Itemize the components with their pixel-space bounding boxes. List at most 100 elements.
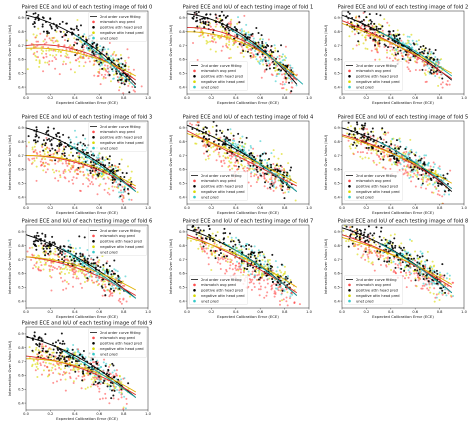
data-point	[233, 135, 235, 137]
data-point	[73, 258, 75, 260]
data-point	[35, 126, 37, 128]
data-point	[284, 83, 286, 85]
data-point	[112, 276, 114, 278]
data-point	[216, 125, 218, 127]
data-point	[51, 236, 53, 238]
data-point	[271, 55, 273, 57]
data-point	[274, 44, 276, 46]
data-point	[258, 279, 260, 281]
data-point	[32, 23, 34, 25]
data-point	[424, 50, 426, 52]
data-point	[273, 283, 275, 285]
data-point	[372, 160, 374, 162]
data-point	[64, 253, 66, 255]
data-point	[288, 187, 290, 189]
data-point	[112, 182, 114, 184]
data-point	[62, 163, 64, 165]
data-point	[217, 36, 219, 38]
data-point	[237, 168, 239, 170]
data-point	[218, 259, 220, 261]
data-point	[283, 298, 285, 300]
data-point	[271, 284, 273, 286]
legend-label: unet pred	[201, 195, 219, 199]
data-point	[434, 75, 436, 77]
data-point	[263, 297, 265, 299]
data-point	[95, 276, 97, 278]
data-point	[431, 191, 433, 193]
data-point	[437, 193, 439, 195]
data-point	[51, 40, 53, 42]
data-point	[118, 276, 120, 278]
data-point	[49, 245, 51, 247]
data-point	[90, 274, 92, 276]
data-point	[49, 18, 51, 20]
data-point	[223, 256, 225, 258]
data-point	[392, 49, 394, 51]
data-point	[76, 19, 78, 21]
data-point	[245, 245, 247, 247]
data-point	[128, 91, 130, 93]
x-tick-label: 1.0	[306, 310, 312, 314]
data-point	[56, 152, 58, 154]
data-point	[259, 155, 261, 157]
data-point	[121, 199, 123, 201]
chart-panel-fold-2: Paired ECE and IoU of each testing image…	[318, 2, 470, 106]
data-point	[441, 195, 443, 197]
data-point	[28, 141, 30, 143]
data-point	[203, 246, 205, 248]
data-point	[218, 254, 220, 256]
data-point	[244, 50, 246, 52]
data-point	[101, 68, 103, 70]
data-point	[378, 40, 380, 42]
data-point	[276, 73, 278, 75]
data-point	[408, 177, 410, 179]
data-point	[371, 21, 373, 23]
data-point	[125, 62, 127, 64]
data-point	[99, 68, 101, 70]
data-point	[438, 190, 440, 192]
data-point	[79, 159, 81, 161]
data-point	[372, 147, 374, 149]
x-axis-label: Expected Calibration Error (ECE)	[372, 210, 434, 215]
data-point	[66, 22, 68, 24]
legend-label: 2nd order curve fitting	[201, 64, 242, 68]
data-point	[59, 250, 61, 252]
data-point	[86, 277, 88, 279]
data-point	[53, 128, 55, 130]
data-point	[390, 269, 392, 271]
data-point	[37, 140, 39, 142]
data-point	[350, 143, 352, 145]
data-point	[245, 248, 247, 250]
data-point	[54, 29, 56, 31]
data-point	[228, 41, 230, 43]
data-point	[82, 183, 84, 185]
data-point	[423, 52, 425, 54]
data-point	[90, 172, 92, 174]
data-point	[208, 138, 210, 140]
data-point	[128, 82, 130, 84]
data-point	[280, 70, 282, 72]
y-tick-label: 0.6	[179, 168, 185, 172]
data-point	[389, 57, 391, 59]
data-point	[430, 53, 432, 55]
legend-label: unet pred	[100, 146, 118, 150]
data-point	[277, 284, 279, 286]
data-point	[216, 129, 218, 131]
data-point	[249, 37, 251, 39]
data-point	[72, 270, 74, 272]
data-point	[390, 143, 392, 145]
data-point	[381, 127, 383, 129]
data-point	[50, 276, 52, 278]
data-point	[423, 283, 425, 285]
data-point	[379, 162, 381, 164]
data-point	[82, 264, 84, 266]
legend-swatch	[193, 75, 196, 78]
data-point	[115, 287, 117, 289]
data-point	[102, 156, 104, 158]
data-point	[119, 301, 121, 303]
data-point	[82, 171, 84, 173]
data-point	[213, 250, 215, 252]
data-point	[259, 277, 261, 279]
data-point	[25, 11, 27, 13]
data-point	[41, 233, 43, 235]
